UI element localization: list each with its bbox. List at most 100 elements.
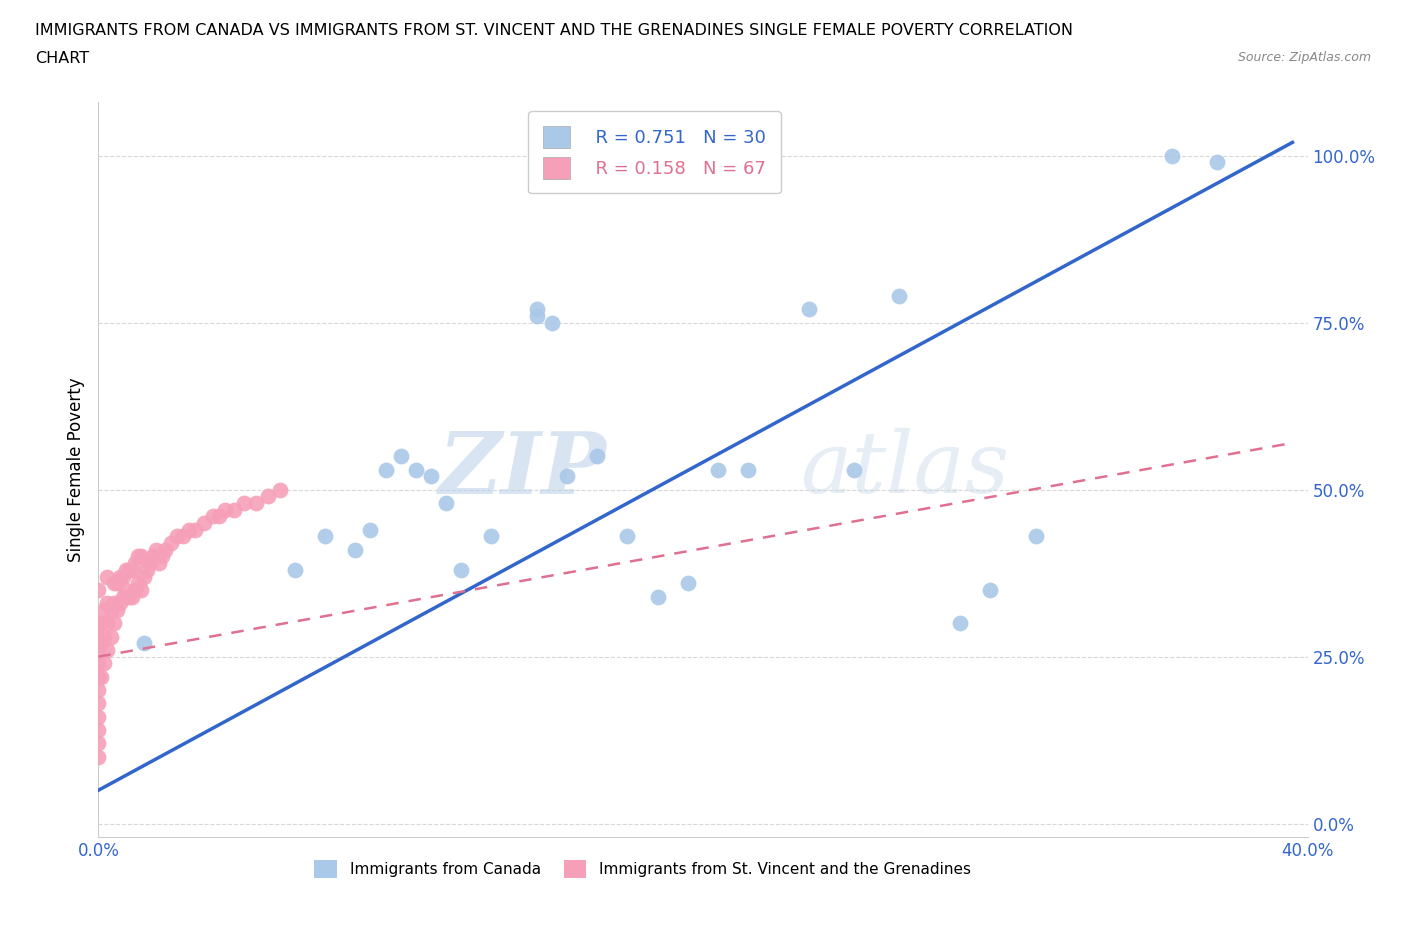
- Point: [121, 563, 143, 578]
- Point: [96, 643, 118, 658]
- Point: [420, 469, 443, 484]
- Point: [344, 542, 367, 557]
- Point: [166, 529, 188, 544]
- Point: [150, 549, 173, 564]
- Point: [87, 710, 110, 724]
- Point: [405, 462, 427, 477]
- Point: [127, 549, 149, 564]
- Point: [90, 670, 112, 684]
- Point: [844, 462, 866, 477]
- Point: [118, 563, 141, 578]
- Point: [87, 616, 110, 631]
- Point: [142, 549, 165, 564]
- Point: [105, 576, 128, 591]
- Point: [132, 636, 155, 651]
- Point: [111, 589, 134, 604]
- Point: [256, 489, 278, 504]
- Point: [481, 529, 503, 544]
- Point: [269, 483, 291, 498]
- Point: [284, 563, 307, 578]
- Point: [389, 449, 412, 464]
- Point: [108, 596, 131, 611]
- Point: [87, 670, 110, 684]
- Text: Source: ZipAtlas.com: Source: ZipAtlas.com: [1237, 51, 1371, 64]
- Point: [114, 582, 136, 597]
- Point: [737, 462, 759, 477]
- Legend: Immigrants from Canada, Immigrants from St. Vincent and the Grenadines: Immigrants from Canada, Immigrants from …: [308, 854, 977, 884]
- Point: [224, 502, 246, 517]
- Point: [797, 302, 820, 317]
- Point: [87, 683, 110, 698]
- Point: [1160, 148, 1182, 163]
- Point: [202, 509, 225, 524]
- Point: [540, 315, 562, 330]
- Point: [214, 502, 236, 517]
- Point: [111, 569, 134, 584]
- Point: [360, 523, 382, 538]
- Point: [96, 596, 118, 611]
- Point: [314, 529, 336, 544]
- Point: [103, 596, 125, 611]
- Point: [949, 616, 972, 631]
- Point: [100, 630, 122, 644]
- Point: [374, 462, 396, 477]
- Point: [160, 536, 183, 551]
- Point: [93, 630, 115, 644]
- Point: [707, 462, 730, 477]
- Point: [108, 569, 131, 584]
- Text: CHART: CHART: [35, 51, 89, 66]
- Point: [93, 603, 115, 618]
- Point: [87, 630, 110, 644]
- Point: [616, 529, 638, 544]
- Point: [979, 582, 1001, 597]
- Point: [889, 288, 911, 303]
- Point: [232, 496, 254, 511]
- Point: [96, 616, 118, 631]
- Point: [145, 542, 167, 557]
- Point: [121, 589, 143, 604]
- Point: [526, 302, 548, 317]
- Point: [127, 576, 149, 591]
- Text: IMMIGRANTS FROM CANADA VS IMMIGRANTS FROM ST. VINCENT AND THE GRENADINES SINGLE : IMMIGRANTS FROM CANADA VS IMMIGRANTS FRO…: [35, 23, 1073, 38]
- Point: [114, 563, 136, 578]
- Point: [434, 496, 457, 511]
- Point: [135, 563, 157, 578]
- Point: [87, 723, 110, 737]
- Point: [96, 569, 118, 584]
- Point: [103, 616, 125, 631]
- Point: [124, 582, 146, 597]
- Point: [87, 656, 110, 671]
- Point: [90, 616, 112, 631]
- Point: [129, 582, 152, 597]
- Point: [184, 523, 207, 538]
- Point: [245, 496, 267, 511]
- Point: [87, 582, 110, 597]
- Text: ZIP: ZIP: [439, 428, 606, 512]
- Point: [87, 696, 110, 711]
- Point: [87, 750, 110, 764]
- Point: [118, 589, 141, 604]
- Y-axis label: Single Female Poverty: Single Female Poverty: [66, 378, 84, 562]
- Point: [103, 576, 125, 591]
- Point: [148, 556, 170, 571]
- Point: [450, 563, 472, 578]
- Point: [93, 656, 115, 671]
- Text: atlas: atlas: [800, 429, 1010, 511]
- Point: [129, 549, 152, 564]
- Point: [193, 515, 215, 530]
- Point: [676, 576, 699, 591]
- Point: [87, 643, 110, 658]
- Point: [90, 636, 112, 651]
- Point: [1024, 529, 1046, 544]
- Point: [647, 589, 669, 604]
- Point: [526, 309, 548, 324]
- Point: [208, 509, 231, 524]
- Point: [87, 736, 110, 751]
- Point: [105, 603, 128, 618]
- Point: [153, 542, 176, 557]
- Point: [100, 603, 122, 618]
- Point: [555, 469, 578, 484]
- Point: [1206, 155, 1229, 170]
- Point: [139, 556, 162, 571]
- Point: [586, 449, 609, 464]
